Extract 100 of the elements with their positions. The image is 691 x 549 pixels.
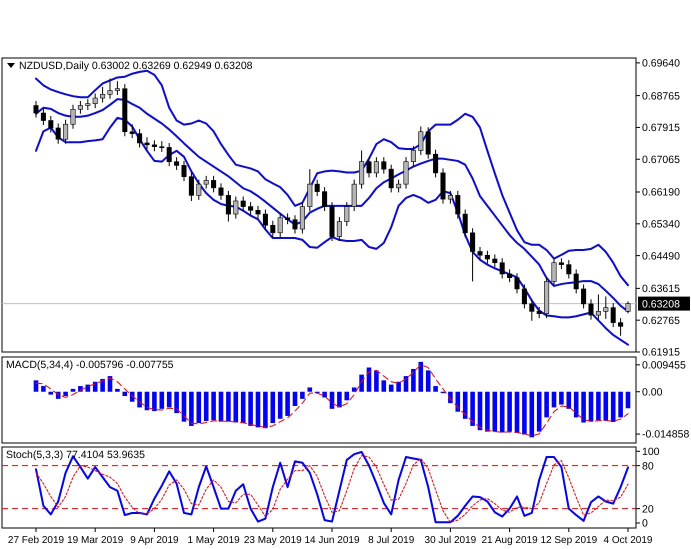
y-tick-label: 0 bbox=[642, 518, 648, 530]
candlestick bbox=[514, 272, 520, 294]
bar bbox=[211, 392, 216, 420]
candlestick bbox=[381, 156, 386, 174]
bar bbox=[270, 392, 276, 424]
candlestick bbox=[218, 182, 224, 200]
candlestick bbox=[78, 100, 83, 114]
bar bbox=[596, 392, 601, 420]
bar bbox=[70, 388, 76, 392]
bar bbox=[144, 392, 150, 410]
candlestick bbox=[248, 202, 254, 216]
bar bbox=[404, 376, 408, 392]
bar bbox=[278, 392, 282, 419]
candlestick bbox=[85, 98, 90, 111]
x-tick-label: 1 May 2019 bbox=[187, 535, 240, 546]
candlestick bbox=[574, 268, 579, 294]
candlestick bbox=[448, 190, 453, 204]
x-tick-label: 23 May 2019 bbox=[244, 535, 302, 546]
candlestick bbox=[63, 119, 68, 144]
bar bbox=[536, 392, 542, 432]
y-tick-label: 0.68765 bbox=[642, 90, 680, 102]
bar bbox=[626, 392, 630, 408]
line-series bbox=[35, 116, 629, 346]
candlestick bbox=[33, 100, 39, 118]
y-tick-label: 0.63615 bbox=[642, 283, 680, 296]
candlestick bbox=[240, 196, 246, 212]
chart-title: Stoch(5,3,3) 77.4104 53.9635 bbox=[6, 449, 146, 461]
candlestick bbox=[558, 258, 564, 270]
candlestick bbox=[174, 156, 180, 170]
bar bbox=[234, 392, 238, 422]
candlestick bbox=[522, 284, 527, 309]
candlestick bbox=[40, 108, 46, 126]
bar bbox=[500, 392, 504, 432]
candlestick bbox=[536, 306, 542, 319]
bar bbox=[382, 380, 386, 392]
candlestick bbox=[566, 260, 572, 279]
bar bbox=[544, 392, 549, 418]
bar bbox=[248, 392, 253, 426]
bar bbox=[308, 387, 312, 392]
candlestick bbox=[403, 156, 409, 190]
bar bbox=[462, 392, 468, 419]
y-tick-label: 0.66190 bbox=[642, 186, 680, 199]
bar bbox=[485, 392, 490, 432]
candlestick bbox=[278, 212, 283, 238]
bar bbox=[566, 392, 572, 409]
bar bbox=[240, 392, 246, 424]
candlestick bbox=[618, 318, 624, 336]
candlestick bbox=[581, 284, 586, 309]
candlestick bbox=[433, 149, 438, 178]
bar bbox=[263, 392, 268, 428]
bar bbox=[581, 392, 586, 422]
bar bbox=[552, 392, 556, 408]
y-tick-label: 0.64490 bbox=[642, 250, 680, 262]
candlestick bbox=[270, 220, 276, 238]
bar bbox=[588, 392, 594, 422]
candlestick bbox=[307, 168, 312, 212]
bar bbox=[48, 392, 54, 395]
candlestick bbox=[426, 126, 431, 160]
candlestick bbox=[114, 80, 120, 96]
bar bbox=[433, 386, 438, 392]
candlestick bbox=[352, 179, 357, 212]
y-tick-label: 0.009455 bbox=[642, 359, 686, 372]
bar bbox=[174, 392, 179, 414]
x-tick-label: 8 Jul 2019 bbox=[368, 535, 415, 546]
candlestick bbox=[226, 190, 231, 222]
y-tick-label: 80 bbox=[642, 460, 654, 472]
x-tick-label: 4 Oct 2019 bbox=[604, 535, 653, 546]
candlestick bbox=[48, 116, 54, 133]
candlestick bbox=[455, 190, 460, 220]
x-tick-label: 30 Jul 2019 bbox=[424, 535, 477, 546]
x-tick-label: 9 Apr 2019 bbox=[130, 535, 180, 546]
candlestick bbox=[56, 123, 61, 144]
bar bbox=[388, 384, 394, 392]
bar bbox=[604, 392, 608, 421]
bar bbox=[456, 392, 460, 412]
x-tick-label: 27 Feb 2019 bbox=[8, 535, 65, 546]
bar bbox=[160, 392, 164, 409]
bar bbox=[300, 392, 305, 399]
candlestick bbox=[336, 216, 342, 242]
bar bbox=[618, 392, 623, 418]
candlestick bbox=[159, 140, 164, 152]
x-tick-label: 12 Sep 2019 bbox=[540, 535, 598, 546]
bar bbox=[256, 392, 260, 428]
candlestick bbox=[300, 202, 305, 234]
candlestick bbox=[500, 258, 505, 279]
candlestick bbox=[204, 175, 209, 190]
candlestick bbox=[492, 254, 498, 268]
bar bbox=[359, 374, 364, 392]
candlestick bbox=[462, 209, 468, 238]
x-tick-label: 19 Mar 2019 bbox=[67, 535, 124, 546]
bar bbox=[166, 392, 172, 408]
y-tick-label: 0.67065 bbox=[642, 154, 680, 166]
line-series bbox=[35, 70, 629, 286]
ref-line-label: 0.63208 bbox=[642, 298, 680, 310]
bar bbox=[610, 392, 616, 422]
candlestick bbox=[610, 302, 616, 328]
bar bbox=[204, 392, 208, 422]
y-tick-label: 0.65340 bbox=[642, 218, 680, 230]
candlestick bbox=[92, 93, 98, 109]
bar bbox=[418, 362, 424, 392]
